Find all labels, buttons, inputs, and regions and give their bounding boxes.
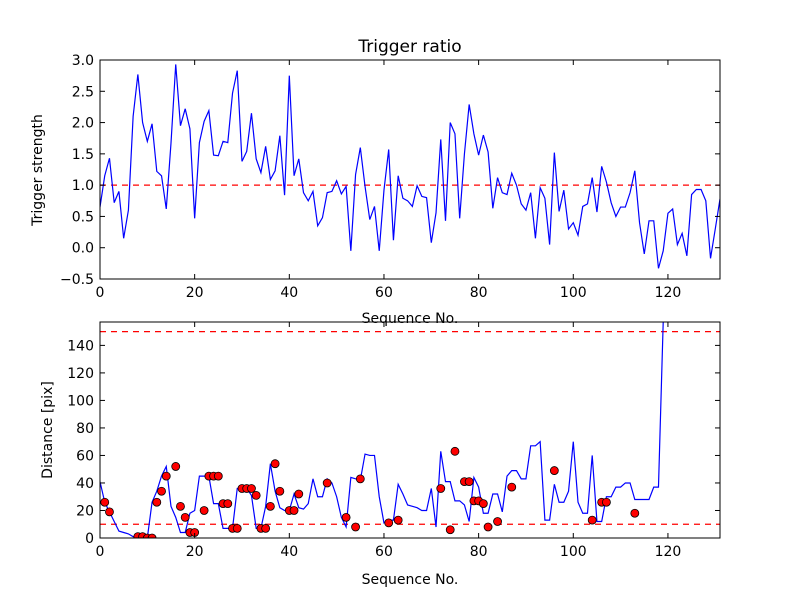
y-tick-label: −0.5	[60, 272, 94, 288]
y-tick-label: 60	[76, 448, 94, 464]
plot-area	[100, 322, 720, 538]
data-marker	[450, 446, 460, 456]
data-marker	[384, 518, 394, 528]
data-marker	[213, 471, 223, 481]
data-marker	[483, 522, 493, 532]
data-marker	[232, 523, 242, 533]
data-marker	[355, 474, 365, 484]
data-marker	[251, 490, 261, 500]
y-tick-label: 80	[76, 421, 94, 437]
x-tick-label: 120	[655, 285, 682, 301]
data-marker	[176, 501, 185, 511]
data-marker	[393, 515, 403, 525]
data-marker	[157, 486, 166, 496]
x-tick-label: 20	[186, 285, 204, 301]
data-marker	[322, 478, 332, 488]
data-marker	[161, 471, 171, 481]
x-tick-label: 80	[470, 544, 488, 560]
axes-frame	[99, 59, 721, 280]
threshold-lines	[100, 331, 720, 525]
y-tick-label: 20	[76, 503, 94, 519]
data-marker	[247, 484, 256, 493]
data-marker	[105, 507, 114, 517]
data-marker	[152, 497, 162, 507]
x-tick-label: 40	[280, 285, 298, 301]
y-tick-label: 0.5	[72, 209, 94, 225]
data-marker	[341, 512, 351, 522]
chart-title: Trigger ratio	[357, 37, 461, 57]
x-tick-label: 0	[96, 285, 105, 301]
data-marker	[351, 522, 360, 532]
data-marker	[436, 484, 446, 493]
x-tick-label: 0	[96, 544, 105, 560]
x-tick-label: 60	[375, 544, 393, 560]
data-marker	[507, 482, 517, 492]
y-tick-label: 2.5	[72, 84, 94, 100]
y-tick-label: 0	[85, 531, 94, 547]
axis-ticks: 0 20 40 60 80 100 120 0 20 40 60 80 100 120 140	[67, 322, 720, 560]
trigger-strength-line	[100, 64, 720, 269]
data-marker	[602, 497, 611, 507]
distance-chart: Distance [pix] Sequence No. 0 20 40 60 80 100…	[40, 321, 721, 588]
data-marker	[549, 466, 559, 475]
data-marker	[265, 501, 275, 511]
distance-line	[100, 322, 664, 538]
data-marker	[289, 506, 299, 515]
y-tick-label: 1.5	[72, 147, 94, 163]
data-marker	[171, 462, 181, 471]
axes-frame	[99, 321, 721, 539]
data-marker	[180, 512, 190, 522]
y-axis-label: Distance [pix]	[40, 381, 56, 479]
x-tick-label: 100	[560, 544, 587, 560]
data-marker	[270, 459, 280, 469]
x-tick-label: 100	[560, 285, 587, 301]
plot-area	[100, 64, 720, 269]
data-marker	[223, 499, 233, 509]
y-tick-label: 1.0	[72, 178, 94, 194]
y-tick-label: 140	[67, 338, 94, 354]
data-marker	[294, 489, 304, 499]
data-marker	[199, 506, 209, 515]
axis-ticks: 0 20 40 60 80 100 120 −0.5 0.0 0.5 1.0 1.5 2.0 2.5 3.0	[60, 53, 720, 301]
y-tick-label: 0.0	[72, 241, 94, 257]
data-marker	[445, 525, 455, 535]
x-tick-label: 80	[470, 285, 488, 301]
x-tick-label: 120	[655, 544, 682, 560]
y-tick-label: 3.0	[72, 53, 94, 69]
x-tick-label: 60	[375, 285, 393, 301]
data-marker	[493, 517, 502, 526]
data-marker	[261, 523, 271, 533]
x-tick-label: 20	[186, 544, 204, 560]
data-marker	[100, 497, 110, 507]
x-axis-label: Sequence No.	[362, 572, 459, 588]
data-marker	[478, 499, 488, 509]
x-axis-label: Sequence No.	[362, 311, 459, 327]
y-axis-label: Trigger strength	[30, 114, 46, 227]
y-tick-label: 100	[67, 393, 94, 409]
data-marker	[464, 477, 474, 486]
y-tick-label: 120	[67, 366, 94, 382]
y-tick-label: 2.0	[72, 116, 94, 132]
trigger-ratio-chart: Trigger ratio Trigger strength Sequence …	[30, 37, 721, 327]
y-tick-label: 40	[76, 476, 94, 492]
data-marker	[275, 486, 285, 496]
data-marker	[630, 508, 640, 518]
data-marker	[587, 515, 597, 525]
x-tick-label: 40	[280, 544, 298, 560]
marker-group	[100, 446, 640, 538]
data-marker	[147, 533, 157, 538]
